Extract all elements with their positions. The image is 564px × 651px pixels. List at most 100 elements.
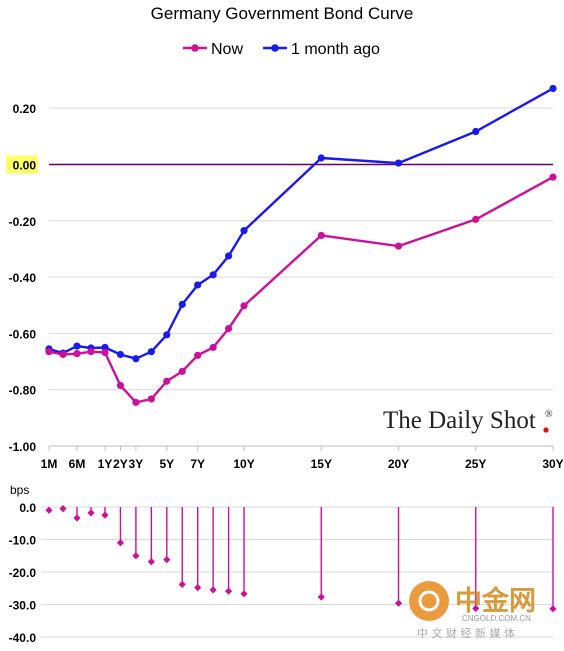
bottom-y-tick-label: -30.0 <box>9 599 37 613</box>
daily-shot-text: The Daily Shot <box>383 407 536 434</box>
series-point <box>163 331 171 339</box>
series-point <box>194 351 202 359</box>
top-x-tick-label: 30Y <box>542 457 563 471</box>
top-y-tick-label: -1.00 <box>9 440 37 454</box>
series-point <box>101 343 109 352</box>
change-marker <box>178 580 186 588</box>
daily-shot-registered-mark: ® <box>545 409 553 420</box>
bottom-y-tick-label: 0.0 <box>19 501 36 515</box>
series-point <box>73 350 81 358</box>
chart-title: Germany Government Bond Curve <box>151 4 414 23</box>
top-x-tick-labels: 1M 6M 1Y 2Y 3Y 5Y 7Y 10Y 15Y 20Y 25Y 30Y <box>41 446 564 471</box>
top-x-tick-label: 1Y <box>98 457 113 471</box>
top-x-tick-label: 6M <box>69 457 86 471</box>
series-point <box>178 367 186 375</box>
top-y-tick-labels: 0.20 0.00 -0.20 -0.40 -0.60 -0.80 -1.00 <box>6 102 38 454</box>
cngold-watermark: 中金网 CNGOLD.COM.CN 中 文 财 经 新 媒 体 <box>409 581 536 640</box>
cngold-watermark-tagline: 中 文 财 经 新 媒 体 <box>417 626 515 640</box>
bottom-gridlines <box>41 506 553 638</box>
daily-shot-dot-icon <box>543 427 549 433</box>
cngold-watermark-url: CNGOLD.COM.CN <box>462 614 531 623</box>
bottom-y-axis-label: bps <box>10 483 29 497</box>
top-y-tick-label: -0.60 <box>9 327 37 341</box>
zero-label-highlight <box>6 155 38 174</box>
series-point <box>472 215 480 223</box>
cngold-logo-icon <box>409 581 449 621</box>
series-point <box>116 350 125 359</box>
series-point <box>549 173 557 181</box>
top-x-tick-label: 1M <box>41 457 58 471</box>
change-marker <box>73 514 81 522</box>
change-marker <box>317 593 325 601</box>
series-point <box>317 231 325 240</box>
legend-now-label: Now <box>211 41 243 58</box>
top-y-tick-label: -0.20 <box>9 215 37 229</box>
series-point <box>209 343 217 352</box>
top-x-tick-label: 3Y <box>129 457 144 471</box>
series-point <box>147 348 155 356</box>
top-x-tick-label: 20Y <box>388 457 409 471</box>
change-marker <box>194 584 202 592</box>
top-y-tick-label: -0.80 <box>9 384 37 398</box>
series-point <box>224 324 233 333</box>
top-y-tick-label: 0.00 <box>13 158 37 172</box>
top-x-tick-label: 7Y <box>190 457 205 471</box>
top-x-tick-label: 25Y <box>465 457 486 471</box>
series-point <box>240 227 248 235</box>
top-x-tick-label: 10Y <box>233 457 254 471</box>
change-marker <box>132 552 140 560</box>
series-point <box>394 159 403 167</box>
series-point <box>73 342 81 350</box>
series-point <box>194 281 202 289</box>
cngold-watermark-cn: 中金网 <box>455 585 536 617</box>
series-point <box>132 355 140 363</box>
change-marker <box>59 505 67 513</box>
change-marker <box>147 558 155 566</box>
legend-now-marker <box>191 44 199 52</box>
change-marker <box>45 506 53 514</box>
change-marker <box>87 509 95 517</box>
change-marker <box>472 604 480 612</box>
series-point <box>101 348 109 357</box>
series-point <box>240 302 248 310</box>
change-marker <box>224 587 233 595</box>
series-point <box>45 348 53 356</box>
legend-month-ago-marker <box>271 44 279 52</box>
bottom-y-tick-label: -20.0 <box>9 566 37 580</box>
top-gridlines <box>49 107 553 447</box>
top-y-tick-label: 0.20 <box>13 102 37 116</box>
series-point <box>116 381 125 390</box>
change-marker <box>163 556 171 564</box>
top-x-tick-label: 5Y <box>159 457 174 471</box>
change-stems <box>45 505 557 613</box>
change-marker <box>394 599 403 607</box>
series-point <box>132 398 140 406</box>
series-point <box>209 271 217 279</box>
bottom-y-tick-label: -40.0 <box>9 631 37 645</box>
series-point <box>59 350 67 359</box>
series-point <box>472 127 480 136</box>
series-point <box>317 154 325 162</box>
legend: Now 1 month ago <box>183 41 380 58</box>
series-point <box>394 242 403 250</box>
top-x-tick-label: 2Y <box>113 457 128 471</box>
legend-month-ago-label: 1 month ago <box>291 41 380 58</box>
daily-shot-logo: The Daily Shot ® <box>383 407 553 434</box>
change-marker <box>116 539 125 547</box>
change-marker <box>209 586 217 594</box>
change-marker <box>240 590 248 598</box>
series-lines <box>45 84 557 406</box>
series-point <box>549 84 557 93</box>
series-point <box>224 252 233 260</box>
top-x-tick-label: 15Y <box>311 457 332 471</box>
series-point <box>87 348 95 356</box>
cngold-logo-inner-icon <box>418 590 440 612</box>
bottom-y-tick-label: -10.0 <box>9 534 37 548</box>
change-marker <box>101 511 109 519</box>
series-point <box>163 377 171 385</box>
series-point <box>178 300 186 308</box>
top-y-tick-label: -0.40 <box>9 271 37 285</box>
series-line <box>48 176 554 404</box>
series-point <box>147 395 155 403</box>
